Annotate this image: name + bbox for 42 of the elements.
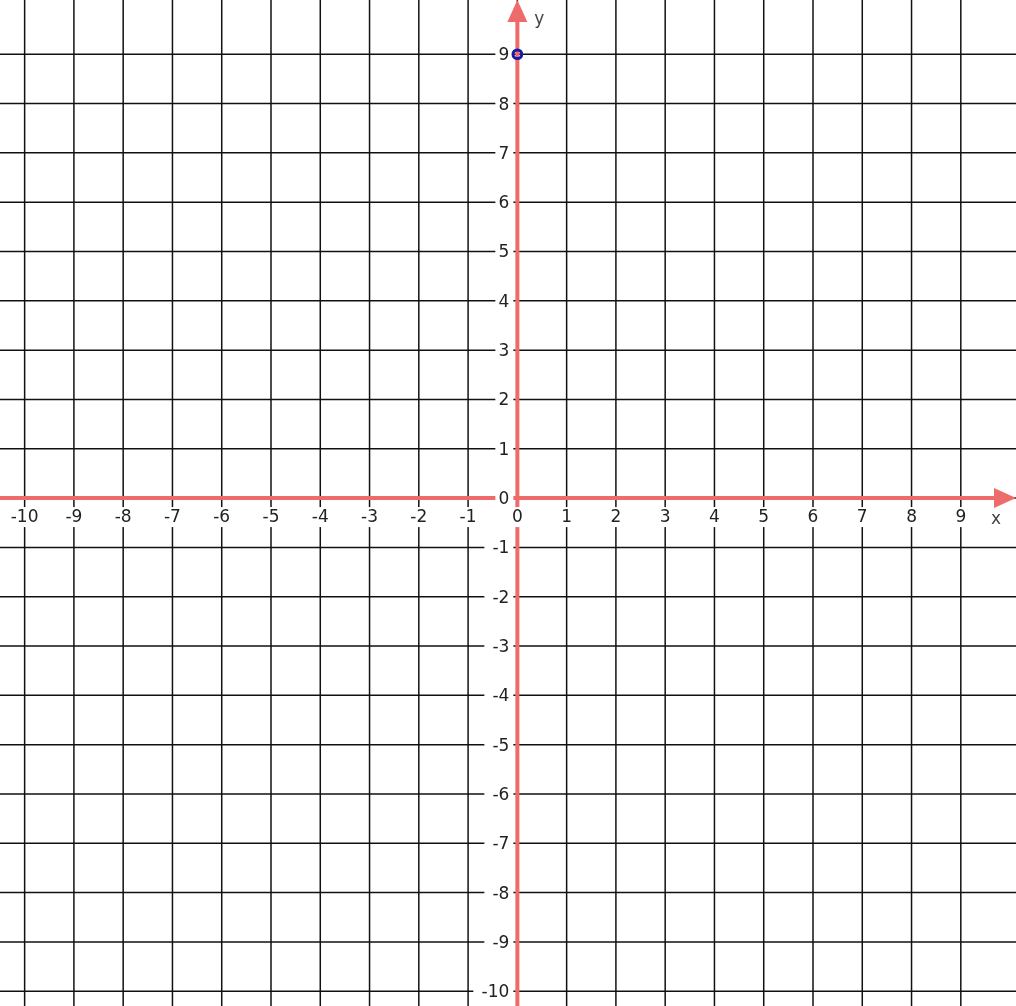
y-tick-label: -6 xyxy=(492,783,510,804)
x-tick-label: 9 xyxy=(955,506,967,527)
x-tick-label: -2 xyxy=(410,506,428,527)
x-tick-label: -8 xyxy=(114,506,132,527)
x-tick-label: 8 xyxy=(906,506,917,527)
x-tick-label: 7 xyxy=(856,506,868,527)
x-tick-label: 5 xyxy=(758,506,770,527)
x-tick-label: -9 xyxy=(65,506,83,527)
x-tick-label: 0 xyxy=(511,506,523,527)
y-tick-label: 2 xyxy=(498,389,510,410)
x-tick-label: -6 xyxy=(213,506,231,527)
y-tick-label: -5 xyxy=(492,734,510,755)
y-axis-title: y xyxy=(534,8,545,28)
x-tick-label: -3 xyxy=(361,506,379,527)
y-tick-label: -7 xyxy=(492,833,510,854)
x-tick-label: -5 xyxy=(262,506,280,527)
y-tick-label: -10 xyxy=(481,981,510,1002)
y-tick-label: 8 xyxy=(498,93,510,114)
y-tick-label: 4 xyxy=(498,290,510,311)
y-tick-label: 1 xyxy=(498,438,510,459)
x-tick-label: -4 xyxy=(311,506,329,527)
y-tick-label: -4 xyxy=(492,685,510,706)
y-tick-label: 5 xyxy=(498,241,510,262)
y-tick-label: -9 xyxy=(492,931,510,952)
x-tick-label: 1 xyxy=(561,506,573,527)
y-tick-label: 7 xyxy=(498,142,510,163)
x-tick-label: -10 xyxy=(10,506,39,527)
x-axis-title: x xyxy=(990,508,1002,529)
y-tick-label: 3 xyxy=(498,340,510,361)
y-tick-label: 9 xyxy=(498,44,510,65)
y-tick-label: -3 xyxy=(492,635,510,656)
x-tick-label: -1 xyxy=(459,506,477,527)
y-tick-label: -2 xyxy=(492,586,510,607)
x-tick-label: 6 xyxy=(807,506,819,527)
y-tick-label: 6 xyxy=(498,192,510,213)
y-tick-label: 0 xyxy=(498,488,510,509)
x-tick-label: 2 xyxy=(610,506,622,527)
y-tick-label: -8 xyxy=(492,882,510,903)
x-tick-label: 3 xyxy=(659,506,671,527)
y-tick-label: -1 xyxy=(492,537,510,558)
x-tick-label: -7 xyxy=(163,506,181,527)
x-tick-label: 4 xyxy=(709,506,720,527)
